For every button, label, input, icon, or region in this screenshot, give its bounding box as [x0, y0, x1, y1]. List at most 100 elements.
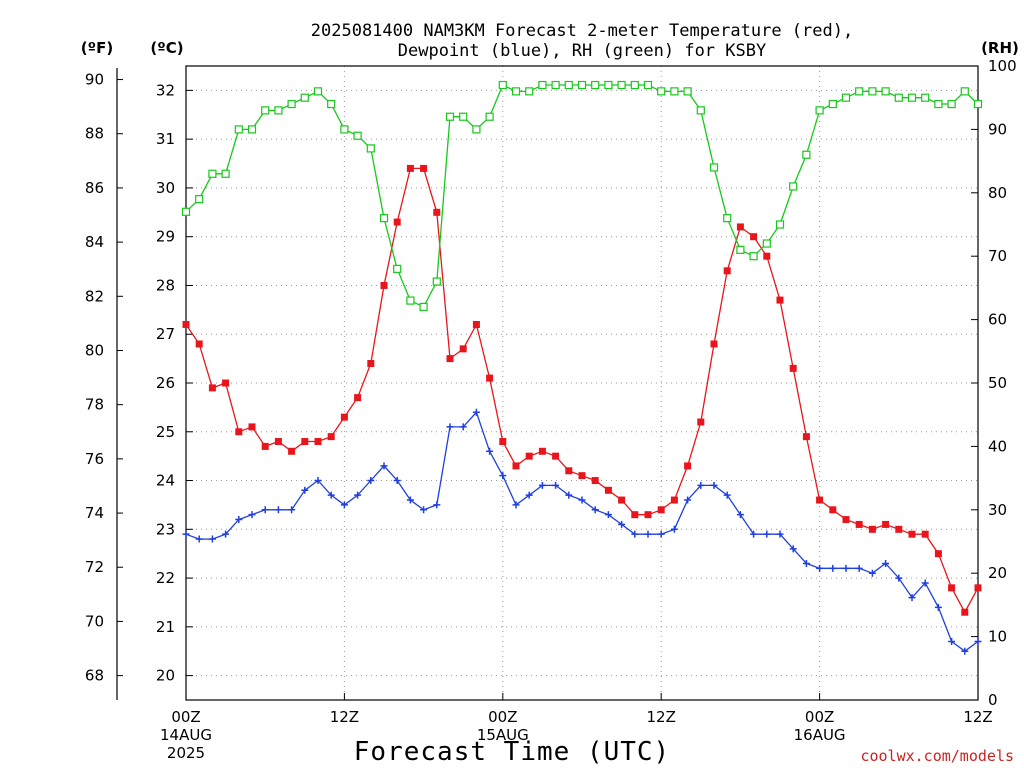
temperature-point: [340, 413, 348, 421]
rh-tick-label: 10: [988, 628, 1007, 646]
rh-point: [868, 87, 877, 96]
rh-point: [498, 80, 507, 90]
rh-point: [300, 93, 309, 102]
temperature-point: [802, 433, 810, 441]
fahrenheit-tick-label: 86: [85, 179, 104, 197]
fahrenheit-tick-label: 68: [85, 667, 104, 685]
temperature-point: [644, 511, 652, 519]
chart-title-line1: 2025081400 NAM3KM Forecast 2-meter Tempe…: [311, 21, 853, 41]
dewpoint-point: [948, 637, 956, 645]
fahrenheit-tick-label: 74: [85, 504, 104, 522]
rh-point: [511, 87, 521, 96]
temperature-point: [789, 364, 797, 372]
dewpoint-point: [895, 574, 903, 582]
dewpoint-point: [340, 501, 348, 509]
axes: [116, 65, 979, 701]
dewpoint-point: [235, 516, 243, 524]
temperature-point: [472, 320, 480, 328]
dewpoint-point: [354, 491, 362, 499]
dewpoint-point: [908, 594, 916, 602]
temperature-point: [842, 516, 850, 524]
dewpoint-point: [657, 530, 665, 538]
temperature-point: [367, 359, 375, 367]
dewpoint-point: [195, 535, 203, 543]
temperature-point: [248, 423, 256, 431]
temperature-point: [895, 525, 903, 533]
temperature-point: [736, 223, 744, 231]
fahrenheit-tick-label: 72: [85, 558, 104, 576]
temperature-point: [934, 550, 942, 558]
rh-point: [525, 87, 534, 96]
rh-point: [287, 99, 296, 109]
rh-point: [775, 220, 785, 229]
data-series: [181, 80, 983, 655]
temperature-point: [948, 584, 956, 592]
temperature-point: [314, 438, 322, 446]
temperature-point: [618, 496, 626, 504]
temperature-point: [552, 452, 560, 460]
dewpoint-point: [433, 501, 441, 509]
rh-point: [828, 99, 837, 109]
fahrenheit-tick-label: 82: [85, 287, 104, 305]
temperature-point: [525, 452, 533, 460]
rh-series-line: [185, 84, 979, 308]
temperature-point: [657, 506, 665, 514]
dewpoint-point: [697, 481, 705, 489]
dewpoint-point: [472, 408, 480, 416]
rh-point: [683, 87, 692, 96]
rh-point: [472, 125, 481, 134]
rh-point: [841, 93, 851, 102]
rh-point: [577, 80, 587, 90]
temperature-point: [710, 340, 718, 348]
dewpoint-point: [934, 603, 942, 611]
dewpoint-point: [420, 506, 428, 514]
dewpoint-point: [855, 564, 863, 572]
fahrenheit-tick-label: 80: [85, 341, 104, 359]
temperature-point: [393, 218, 401, 226]
temperature-point: [446, 355, 454, 363]
rh-point: [274, 106, 283, 115]
dewpoint-point: [301, 486, 309, 494]
rh-point: [617, 80, 626, 90]
dewpoint-point: [393, 477, 401, 485]
x-tick-label: 12Z: [330, 708, 359, 726]
celsius-tick-label: 30: [156, 179, 175, 197]
rh-point: [313, 87, 323, 96]
dewpoint-point: [538, 481, 546, 489]
dewpoint-point: [406, 496, 414, 504]
tick-labels: 68 70 72 74 76 78 80 82 84 86 88 90 20 21 22 23 24 25 26 27…: [85, 57, 1017, 762]
rh-point: [459, 112, 468, 121]
rh-tick-label: 20: [988, 564, 1007, 582]
rh-point: [379, 214, 389, 223]
rh-point: [973, 99, 983, 109]
rh-point: [327, 99, 336, 109]
dewpoint-point: [208, 535, 216, 543]
dewpoint-point: [446, 423, 454, 431]
temperature-point: [301, 438, 309, 446]
dewpoint-point: [248, 511, 256, 519]
temperature-point: [512, 462, 520, 470]
dewpoint-point: [829, 564, 837, 572]
temperature-point: [578, 472, 586, 480]
celsius-tick-label: 27: [156, 325, 175, 343]
dewpoint-point: [459, 423, 467, 431]
celsius-tick-label: 22: [156, 569, 175, 587]
temperature-point: [750, 233, 758, 241]
x-tick-label: 12Z: [963, 708, 992, 726]
temperature-point: [816, 496, 824, 504]
x-tick-label: 12Z: [647, 708, 676, 726]
celsius-tick-label: 31: [156, 130, 175, 148]
celsius-tick-label: 20: [156, 667, 175, 685]
rh-point: [181, 207, 191, 216]
dewpoint-point: [525, 491, 533, 499]
temperature-point: [182, 320, 190, 328]
dewpoint-point: [710, 481, 718, 489]
dewpoint-point: [182, 530, 190, 538]
fahrenheit-tick-label: 88: [85, 125, 104, 143]
celsius-tick-label: 25: [156, 423, 175, 441]
dewpoint-point: [736, 511, 744, 519]
rh-point: [564, 80, 573, 90]
temperature-point: [631, 511, 639, 519]
dewpoint-point: [314, 477, 322, 485]
rh-point: [723, 214, 732, 223]
